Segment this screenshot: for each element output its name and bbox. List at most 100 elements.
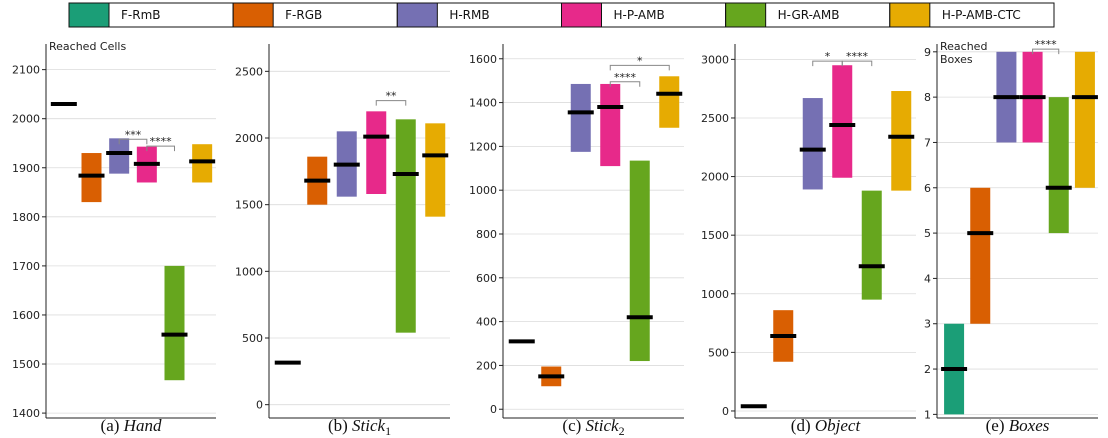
tick-label: 1200 (469, 140, 497, 153)
chart-panel: 14001500160017001800190020002100*******R… (12, 40, 216, 435)
tick-label: 1800 (12, 211, 40, 224)
caption-title: Object (815, 416, 862, 435)
range-bar (1074, 51, 1095, 188)
tick-label: 3000 (701, 53, 729, 66)
caption-subscript: 1 (385, 424, 391, 438)
tick-label: 4 (924, 272, 931, 285)
tick-label: 0 (722, 405, 729, 418)
chart-panel: 1 2 3 4 5 6 7 8 9 **** Reached Boxes (e) Boxes (924, 38, 1098, 435)
tick-label: 1600 (469, 53, 497, 66)
tick-label: 2 (924, 363, 931, 376)
tick-label: 200 (476, 359, 497, 372)
caption-prefix: (d) (791, 416, 815, 435)
tick-label: 2000 (12, 113, 40, 126)
legend-label: H-GR-AMB (778, 8, 840, 22)
legend-item: H-RMB (396, 2, 563, 28)
legend-label: H-RMB (449, 8, 489, 22)
bracket-line (609, 81, 641, 87)
tick-label: 2500 (235, 65, 263, 78)
tick-label: 800 (476, 228, 497, 241)
range-bar (164, 265, 185, 381)
tick-label: 1000 (235, 265, 263, 278)
significance-bracket: **** (841, 50, 873, 67)
tick-label: 1500 (701, 229, 729, 242)
caption-title: Stick (586, 416, 619, 435)
range-bar (600, 83, 621, 167)
significance-label: **** (614, 71, 637, 84)
range-bar (395, 119, 416, 333)
tick-label: 1500 (235, 199, 263, 212)
range-bar (659, 76, 680, 128)
range-bar (109, 138, 130, 174)
caption-prefix: (c) (562, 416, 585, 435)
tick-label: 8 (924, 91, 931, 104)
significance-bracket: ** (375, 90, 407, 106)
tick-label: 1 (924, 408, 931, 421)
tick-label: 1900 (12, 162, 40, 175)
tick-label: 1500 (12, 358, 40, 371)
tick-label: 9 (924, 46, 931, 59)
significance-bracket: **** (146, 135, 175, 152)
tick-label: 1700 (12, 260, 40, 273)
tick-label: 3 (924, 318, 931, 331)
range-bar (861, 190, 882, 300)
annotation-label: Reached Cells (49, 40, 126, 53)
significance-label: ** (386, 90, 398, 103)
legend-swatch (725, 2, 767, 28)
caption-subscript: 2 (619, 424, 625, 438)
caption-prefix: (e) (986, 416, 1009, 435)
tick-label: 1400 (12, 407, 40, 420)
tick-label: 1400 (469, 97, 497, 110)
tick-label: 500 (242, 332, 263, 345)
legend: F-RmB F-RGB H-RMB H-P-AMB H-GR-AMB H-P-AMB-CT… (68, 2, 1055, 28)
legend-swatch (232, 2, 274, 28)
significance-bracket: **** (609, 71, 641, 87)
caption-prefix: (a) (101, 416, 124, 435)
panel-caption: (e) Boxes (986, 416, 1050, 435)
panel-caption: (c) Stick2 (562, 416, 624, 438)
tick-label: 1600 (12, 309, 40, 322)
tick-label: 1000 (469, 184, 497, 197)
legend-label: H-P-AMB-CTC (942, 8, 1021, 22)
chart-panel: 0 500 1000 1500 2000 2500 ** (b) Stick1 (235, 44, 450, 438)
legend-item: H-P-AMB-CTC (889, 2, 1055, 28)
chart-panel: 0 200 400 600 800 1000 1200 1400 1600 ***** (c) St… (469, 44, 684, 438)
caption-title: Boxes (1009, 416, 1050, 435)
legend-swatch (561, 2, 602, 28)
range-bar (1048, 97, 1069, 234)
tick-label: 2100 (12, 64, 40, 77)
caption-prefix: (b) (328, 416, 352, 435)
significance-label: **** (150, 135, 173, 148)
legend-item: H-P-AMB (561, 2, 727, 28)
panel-caption: (a) Hand (101, 416, 162, 435)
bracket-line (1032, 48, 1060, 55)
significance-bracket: * (812, 50, 843, 67)
tick-label: 400 (476, 316, 497, 329)
significance-bracket: **** (1032, 38, 1060, 55)
range-bar (970, 187, 991, 324)
legend-swatch (68, 2, 110, 28)
range-bar (832, 65, 853, 178)
annotation-label: Reached Boxes (940, 40, 987, 66)
bracket-line (375, 100, 407, 106)
significance-label: **** (846, 50, 869, 63)
significance-label: * (637, 54, 643, 67)
legend-label: F-RGB (285, 8, 322, 22)
significance-bracket: * (609, 54, 670, 71)
range-bar (891, 91, 912, 191)
tick-label: 1000 (701, 288, 729, 301)
bracket-line (609, 64, 670, 71)
tick-label: 5 (924, 227, 931, 240)
legend-swatch (889, 2, 931, 28)
significance-label: *** (125, 128, 142, 141)
range-bar (366, 111, 387, 194)
legend-item: F-RmB (68, 2, 234, 28)
bracket-line (118, 138, 148, 145)
tick-label: 0 (490, 403, 497, 416)
panel-caption: (b) Stick1 (328, 416, 391, 438)
range-bar (570, 83, 591, 152)
legend-item: F-RGB (232, 2, 398, 28)
tick-label: 600 (476, 272, 497, 285)
